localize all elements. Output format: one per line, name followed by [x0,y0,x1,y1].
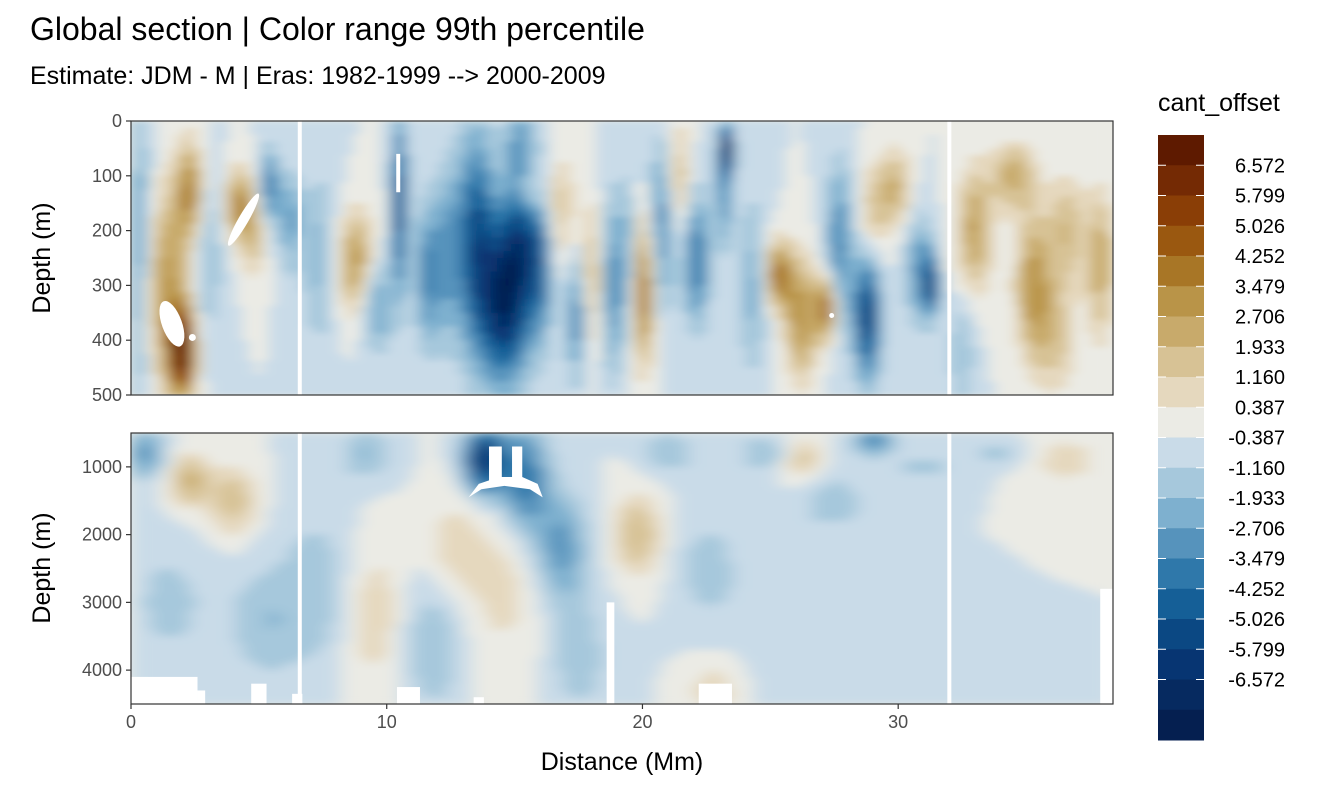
legend: cant_offset 6.572 5.799 5.026 4.252 3.479 2.7… [1158,89,1285,741]
x-tick-label: 30 [888,712,908,732]
y-axis-title-lower: Depth (m) [28,512,56,623]
x-tick-label: 10 [377,712,397,732]
legend-color-step [1158,679,1204,711]
y-tick-label-upper: 200 [92,221,122,241]
legend-label: 5.799 [1235,186,1285,208]
legend-color-step [1158,467,1204,499]
legend-color-step [1158,195,1204,227]
legend-label: 2.706 [1235,307,1285,329]
legend-color-step [1158,165,1204,196]
legend-color-step [1158,286,1204,317]
legend-color-step [1158,135,1204,166]
legend-color-step [1158,558,1204,590]
legend-label: -5.026 [1228,609,1285,631]
legend-label: -1.933 [1228,488,1285,510]
legend-color-step [1158,437,1204,469]
legend-color-step [1158,316,1204,348]
legend-color-step [1158,407,1204,438]
y-tick-label-upper: 0 [112,111,122,131]
y-tick-label-lower: 2000 [82,525,122,545]
legend-label: 1.933 [1235,337,1285,359]
legend-color-step [1158,709,1204,741]
legend-label: 4.252 [1235,246,1285,268]
x-tick-label: 20 [632,712,652,732]
legend-color-step [1158,498,1204,529]
legend-color-step [1158,377,1204,408]
legend-colorbar [1158,135,1204,741]
y-tick-label-upper: 100 [92,166,122,186]
legend-label: -0.387 [1228,428,1285,450]
heatmap-field-lower [131,433,1113,704]
missing-data-lower [131,433,1113,704]
legend-color-step [1158,619,1204,650]
panel-upper-border [130,120,1114,396]
legend-label: 3.479 [1235,276,1285,298]
y-axis-upper: 0 100 200 300 400 500 [92,111,131,405]
heatmap-field-upper [131,121,1113,395]
panel-lower-border [130,432,1114,705]
legend-color-step [1158,588,1204,620]
legend-label: -3.479 [1228,549,1285,571]
panel-upper: 0 100 200 300 400 500 Depth (m) [28,111,1114,405]
legend-color-step [1158,649,1204,680]
legend-label: -5.799 [1228,639,1285,661]
chart-subtitle: Estimate: JDM - M | Eras: 1982-1999 --> … [30,62,606,90]
legend-color-step [1158,528,1204,559]
legend-color-step [1158,256,1204,287]
legend-label: 0.387 [1235,397,1285,419]
legend-color-step [1158,225,1204,257]
legend-label: 6.572 [1235,155,1285,177]
y-tick-label-upper: 500 [92,385,122,405]
chart-title: Global section | Color range 99th percen… [30,11,645,47]
missing-data-upper [159,121,952,395]
y-tick-label-upper: 300 [92,275,122,295]
x-axis: 0 10 20 30 [126,704,908,732]
panel-lower: 1000 2000 3000 4000 Depth (m) [28,432,1114,705]
y-tick-label-lower: 1000 [82,457,122,477]
legend-label: -4.252 [1228,579,1285,601]
legend-color-step [1158,346,1204,378]
y-tick-label-lower: 3000 [82,592,122,612]
legend-title: cant_offset [1158,89,1280,117]
legend-labels: 6.572 5.799 5.026 4.252 3.479 2.706 1.933 1.160… [1158,155,1285,692]
y-tick-label-upper: 400 [92,330,122,350]
legend-label: 1.160 [1235,367,1285,389]
y-axis-lower: 1000 2000 3000 4000 [82,457,131,680]
legend-label: 5.026 [1235,216,1285,238]
legend-label: -1.160 [1228,458,1285,480]
y-tick-label-lower: 4000 [82,660,122,680]
legend-label: -6.572 [1228,670,1285,692]
x-axis-title: Distance (Mm) [541,748,704,776]
y-axis-title-upper: Depth (m) [28,202,56,313]
x-tick-label: 0 [126,712,136,732]
legend-label: -2.706 [1228,518,1285,540]
